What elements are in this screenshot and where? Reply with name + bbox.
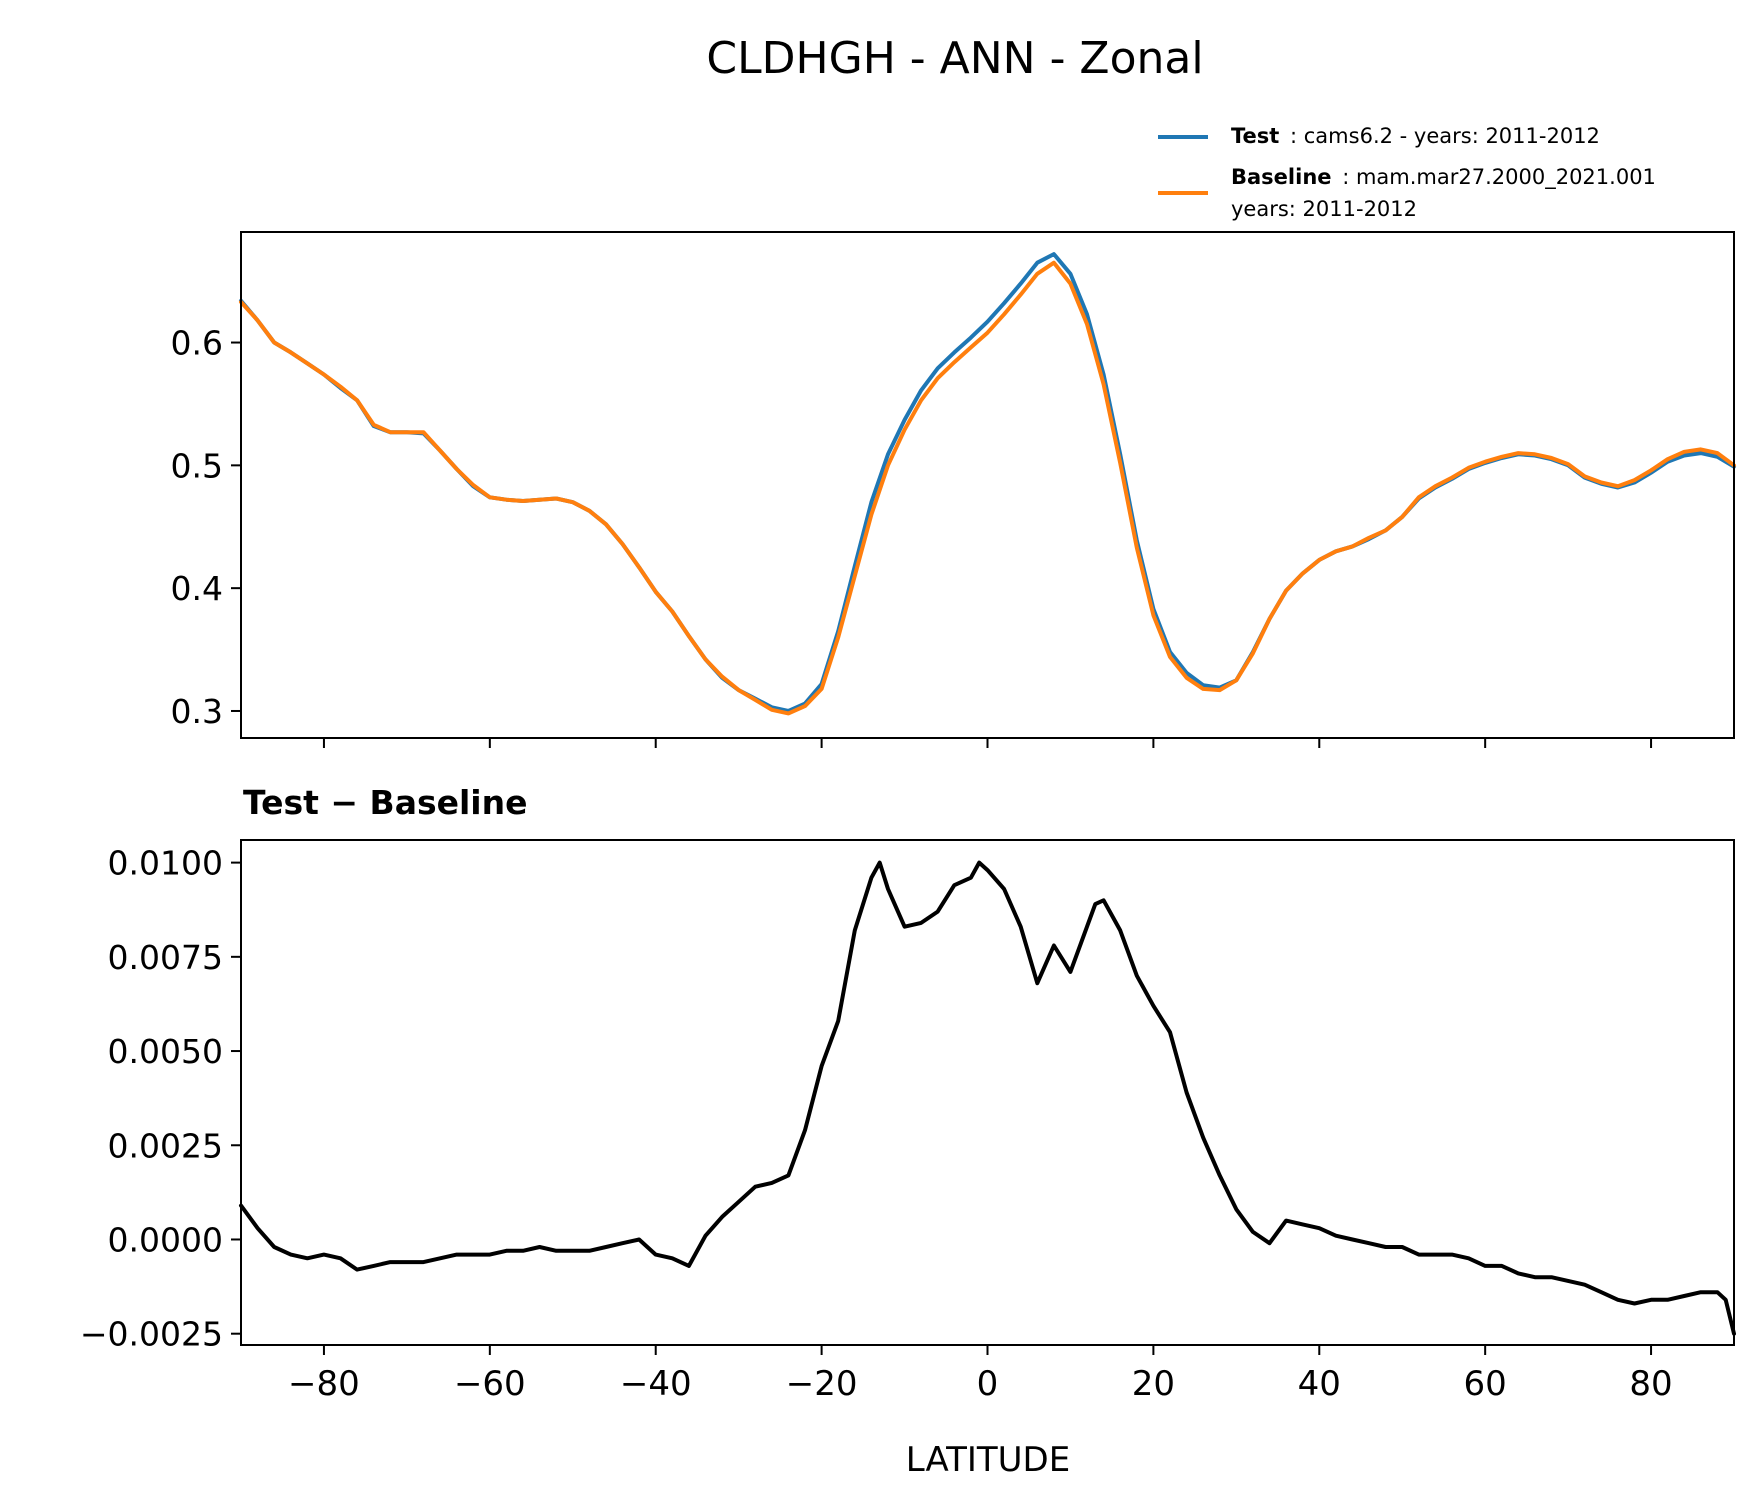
bottom-y-tick-label: 0.0025: [108, 1126, 223, 1165]
bottom-panel: −0.0025 0.0000 0.0025 0.0050 0.0075 0.0100 −8…: [80, 839, 1736, 1404]
legend: Test : cams6.2 - years: 2011-2012 Baseli…: [1158, 124, 1656, 221]
legend-test-label: Test: [1231, 124, 1279, 148]
legend-baseline-label: Baseline: [1231, 165, 1332, 189]
bottom-x-tick-label: 80: [1629, 1364, 1672, 1404]
bottom-y-tick-label: 0.0100: [108, 844, 223, 883]
bottom-x-tick-label: 40: [1298, 1364, 1341, 1404]
bottom-y-tick-label: −0.0025: [80, 1315, 223, 1354]
top-series-line-baseline: [239, 260, 1736, 716]
bottom-x-tick-label: −40: [620, 1364, 692, 1404]
top-panel: 0.3 0.4 0.5 0.6: [171, 231, 1736, 748]
bottom-x-tick-label: −20: [786, 1364, 858, 1404]
bottom-y-tick-label: 0.0075: [108, 938, 223, 977]
bottom-x-tick-label: 60: [1464, 1364, 1507, 1404]
top-y-tick-label: 0.3: [171, 692, 223, 731]
legend-baseline-desc: : mam.mar27.2000_2021.001: [1342, 165, 1656, 190]
bottom-plot-frame: [240, 839, 1735, 1346]
top-series-line-test: [239, 252, 1736, 713]
legend-baseline-desc2: years: 2011-2012: [1231, 197, 1417, 221]
top-y-tick-label: 0.5: [171, 446, 223, 485]
figure-title: CLDHGH - ANN - Zonal: [706, 33, 1203, 84]
top-y-tick-label: 0.6: [171, 324, 223, 363]
legend-test-desc: : cams6.2 - years: 2011-2012: [1290, 124, 1600, 148]
bottom-x-tick-label: −80: [288, 1364, 360, 1404]
bottom-y-tick-label: 0.0050: [108, 1032, 223, 1071]
bottom-y-tick-label: 0.0000: [108, 1220, 223, 1259]
svg-text:Baseline : mam.mar27.200: Baseline : mam.mar27.2000_2021.001: [1231, 165, 1656, 190]
bottom-x-tick-label: 20: [1132, 1364, 1175, 1404]
bottom-x-tick-label: −60: [454, 1364, 526, 1404]
top-plot-frame: [240, 231, 1735, 739]
bottom-series-line-test-baseline: [239, 860, 1736, 1336]
svg-text:Test : cams6.2 - years:: Test : cams6.2 - years: 2011-2012: [1231, 124, 1600, 148]
x-axis-label: LATITUDE: [906, 1440, 1070, 1480]
bottom-panel-title: Test − Baseline: [243, 783, 528, 822]
bottom-x-tick-label: 0: [977, 1364, 999, 1404]
top-y-tick-label: 0.4: [171, 569, 223, 608]
